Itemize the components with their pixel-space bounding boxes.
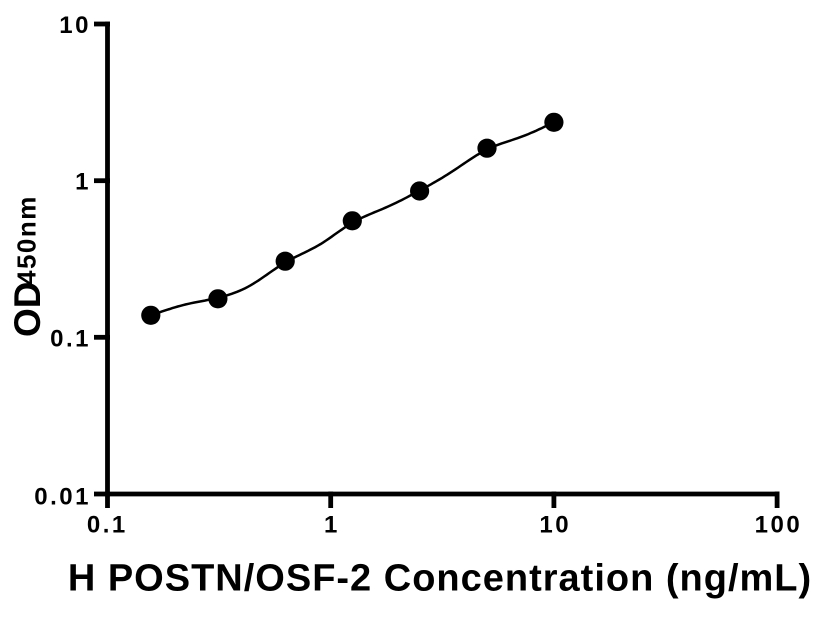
svg-text:0.1: 0.1 [87,512,128,539]
svg-text:1: 1 [75,169,91,196]
svg-text:100: 100 [755,512,803,539]
svg-text:10: 10 [59,12,91,39]
svg-text:450nm: 450nm [12,195,42,285]
svg-text:0.1: 0.1 [50,325,91,352]
svg-text:H POSTN/OSF-2 Concentration (n: H POSTN/OSF-2 Concentration (ng/mL) [68,558,812,600]
svg-text:1: 1 [324,512,340,539]
svg-text:10: 10 [539,512,571,539]
svg-text:OD: OD [7,282,48,338]
svg-text:0.01: 0.01 [34,484,91,511]
